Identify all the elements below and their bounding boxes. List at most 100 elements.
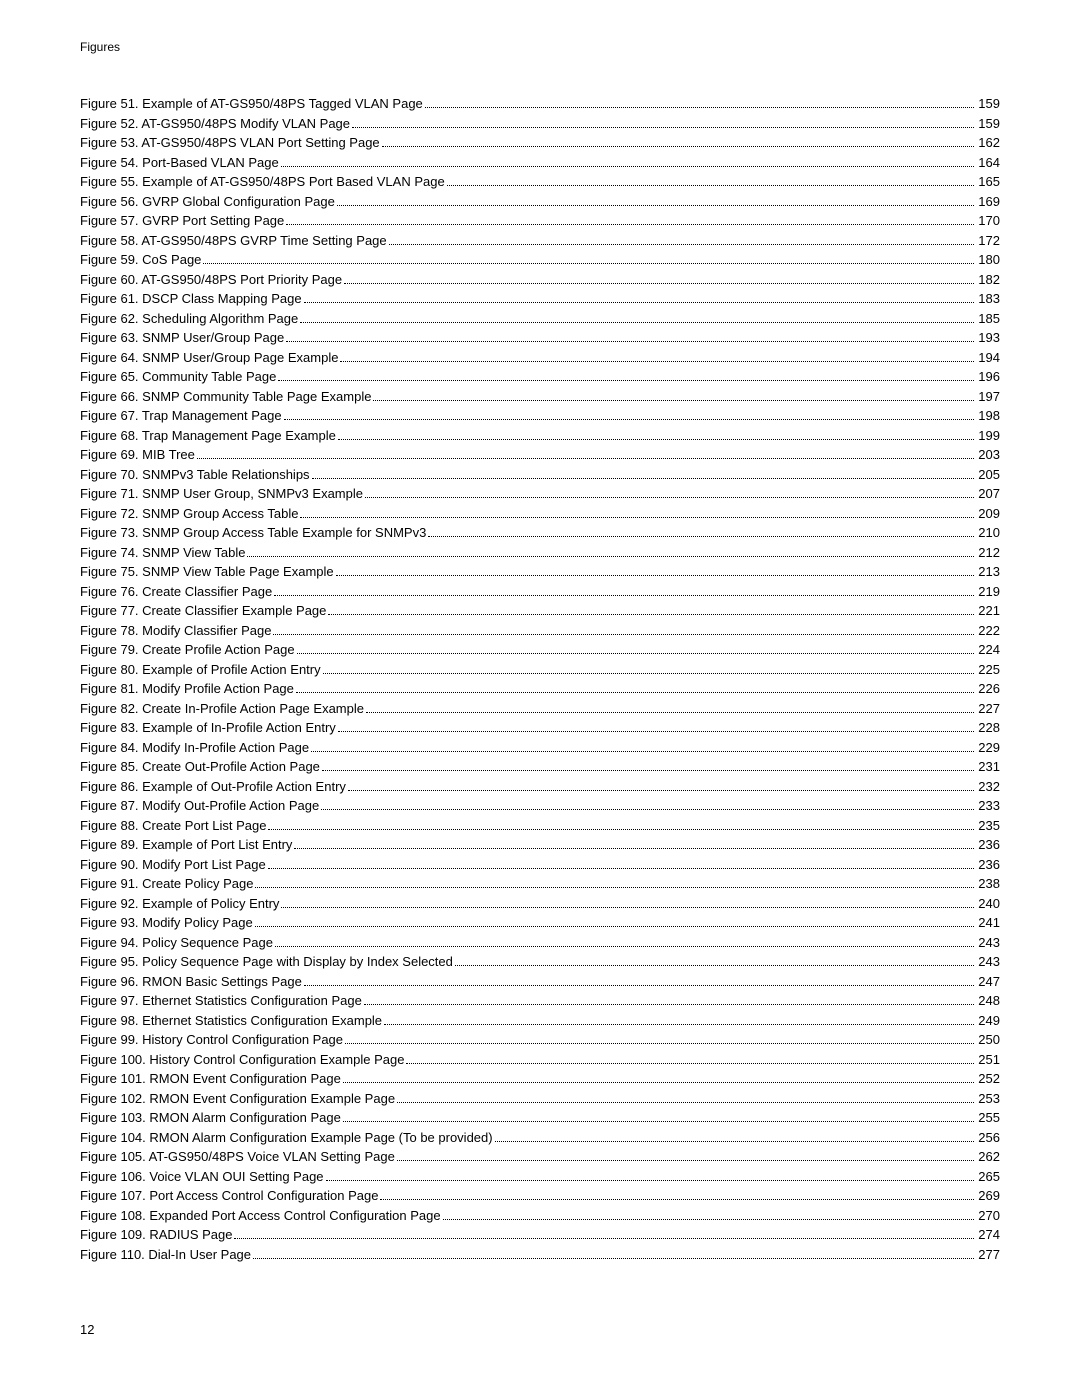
toc-entry-page: 247 (978, 972, 1000, 992)
toc-leader-dots (443, 1219, 975, 1220)
toc-leader-dots (344, 283, 974, 284)
toc-leader-dots (338, 439, 974, 440)
toc-entry: Figure 79. Create Profile Action Page224 (80, 640, 1000, 660)
toc-entry: Figure 87. Modify Out-Profile Action Pag… (80, 796, 1000, 816)
toc-leader-dots (389, 244, 975, 245)
toc-entry-label: Figure 80. Example of Profile Action Ent… (80, 660, 321, 680)
toc-entry-label: Figure 67. Trap Management Page (80, 406, 282, 426)
toc-leader-dots (296, 692, 974, 693)
toc-entry-page: 213 (978, 562, 1000, 582)
toc-entry-page: 265 (978, 1167, 1000, 1187)
toc-entry-label: Figure 84. Modify In-Profile Action Page (80, 738, 309, 758)
toc-leader-dots (447, 185, 975, 186)
toc-entry: Figure 59. CoS Page 180 (80, 250, 1000, 270)
toc-leader-dots (300, 322, 974, 323)
toc-entry-page: 182 (978, 270, 1000, 290)
toc-entry-label: Figure 56. GVRP Global Configuration Pag… (80, 192, 335, 212)
toc-leader-dots (338, 731, 975, 732)
toc-entry: Figure 93. Modify Policy Page241 (80, 913, 1000, 933)
toc-entry: Figure 71. SNMP User Group, SNMPv3 Examp… (80, 484, 1000, 504)
toc-entry-page: 221 (978, 601, 1000, 621)
toc-entry: Figure 110. Dial-In User Page277 (80, 1245, 1000, 1265)
toc-leader-dots (323, 673, 975, 674)
toc-entry: Figure 81. Modify Profile Action Page226 (80, 679, 1000, 699)
toc-entry: Figure 54. Port-Based VLAN Page164 (80, 153, 1000, 173)
toc-entry: Figure 52. AT-GS950/48PS Modify VLAN Pag… (80, 114, 1000, 134)
toc-entry-label: Figure 94. Policy Sequence Page (80, 933, 273, 953)
toc-entry: Figure 80. Example of Profile Action Ent… (80, 660, 1000, 680)
toc-leader-dots (197, 458, 974, 459)
toc-leader-dots (336, 575, 975, 576)
toc-entry-page: 183 (978, 289, 1000, 309)
toc-entry-page: 255 (978, 1108, 1000, 1128)
toc-entry: Figure 72. SNMP Group Access Table209 (80, 504, 1000, 524)
toc-entry-label: Figure 90. Modify Port List Page (80, 855, 266, 875)
toc-entry-label: Figure 95. Policy Sequence Page with Dis… (80, 952, 453, 972)
toc-entry: Figure 63. SNMP User/Group Page193 (80, 328, 1000, 348)
toc-leader-dots (364, 1004, 974, 1005)
toc-entry-label: Figure 97. Ethernet Statistics Configura… (80, 991, 362, 1011)
toc-entry-page: 185 (978, 309, 1000, 329)
toc-entry-page: 253 (978, 1089, 1000, 1109)
toc-leader-dots (352, 127, 974, 128)
toc-entry-page: 172 (978, 231, 1000, 251)
toc-leader-dots (455, 965, 974, 966)
toc-entry-label: Figure 77. Create Classifier Example Pag… (80, 601, 326, 621)
toc-entry-label: Figure 91. Create Policy Page (80, 874, 253, 894)
toc-leader-dots (366, 712, 974, 713)
toc-entry-label: Figure 68. Trap Management Page Example (80, 426, 336, 446)
toc-entry-page: 232 (978, 777, 1000, 797)
toc-entry-page: 233 (978, 796, 1000, 816)
toc-leader-dots (312, 478, 975, 479)
toc-leader-dots (286, 224, 974, 225)
toc-entry-label: Figure 101. RMON Event Configuration Pag… (80, 1069, 341, 1089)
toc-entry-page: 219 (978, 582, 1000, 602)
toc-entry-page: 207 (978, 484, 1000, 504)
toc-leader-dots (268, 829, 974, 830)
toc-entry-label: Figure 72. SNMP Group Access Table (80, 504, 298, 524)
toc-entry-page: 170 (978, 211, 1000, 231)
toc-entry-page: 236 (978, 855, 1000, 875)
toc-entry: Figure 86. Example of Out-Profile Action… (80, 777, 1000, 797)
toc-entry-label: Figure 76. Create Classifier Page (80, 582, 272, 602)
toc-entry: Figure 89. Example of Port List Entry236 (80, 835, 1000, 855)
toc-entry-page: 180 (978, 250, 1000, 270)
toc-entry-page: 159 (978, 94, 1000, 114)
toc-entry-page: 269 (978, 1186, 1000, 1206)
toc-entry: Figure 64. SNMP User/Group Page Example1… (80, 348, 1000, 368)
toc-entry-label: Figure 81. Modify Profile Action Page (80, 679, 294, 699)
toc-leader-dots (274, 595, 974, 596)
toc-entry-label: Figure 51. Example of AT-GS950/48PS Tagg… (80, 94, 423, 114)
toc-entry: Figure 78. Modify Classifier Page222 (80, 621, 1000, 641)
toc-leader-dots (304, 302, 975, 303)
toc-entry-label: Figure 62. Scheduling Algorithm Page (80, 309, 298, 329)
toc-entry-label: Figure 99. History Control Configuration… (80, 1030, 343, 1050)
toc-entry: Figure 62. Scheduling Algorithm Page 185 (80, 309, 1000, 329)
toc-entry-label: Figure 74. SNMP View Table (80, 543, 245, 563)
toc-entry-page: 274 (978, 1225, 1000, 1245)
toc-entry: Figure 68. Trap Management Page Example1… (80, 426, 1000, 446)
toc-leader-dots (255, 926, 975, 927)
toc-entry-label: Figure 59. CoS Page (80, 250, 201, 270)
toc-entry: Figure 69. MIB Tree203 (80, 445, 1000, 465)
toc-leader-dots (343, 1121, 974, 1122)
toc-entry-page: 243 (978, 933, 1000, 953)
toc-entry: Figure 57. GVRP Port Setting Page170 (80, 211, 1000, 231)
toc-entry: Figure 73. SNMP Group Access Table Examp… (80, 523, 1000, 543)
toc-entry: Figure 84. Modify In-Profile Action Page… (80, 738, 1000, 758)
toc-entry: Figure 61. DSCP Class Mapping Page183 (80, 289, 1000, 309)
toc-entry-page: 270 (978, 1206, 1000, 1226)
toc-leader-dots (365, 497, 974, 498)
toc-leader-dots (397, 1160, 974, 1161)
toc-entry: Figure 92. Example of Policy Entry240 (80, 894, 1000, 914)
toc-entry-page: 222 (978, 621, 1000, 641)
toc-entry-page: 251 (978, 1050, 1000, 1070)
toc-entry-label: Figure 60. AT-GS950/48PS Port Priority P… (80, 270, 342, 290)
toc-leader-dots (311, 751, 974, 752)
toc-entry: Figure 102. RMON Event Configuration Exa… (80, 1089, 1000, 1109)
toc-entry-page: 194 (978, 348, 1000, 368)
toc-entry-label: Figure 100. History Control Configuratio… (80, 1050, 404, 1070)
toc-entry-label: Figure 69. MIB Tree (80, 445, 195, 465)
toc-entry: Figure 82. Create In-Profile Action Page… (80, 699, 1000, 719)
toc-leader-dots (247, 556, 974, 557)
